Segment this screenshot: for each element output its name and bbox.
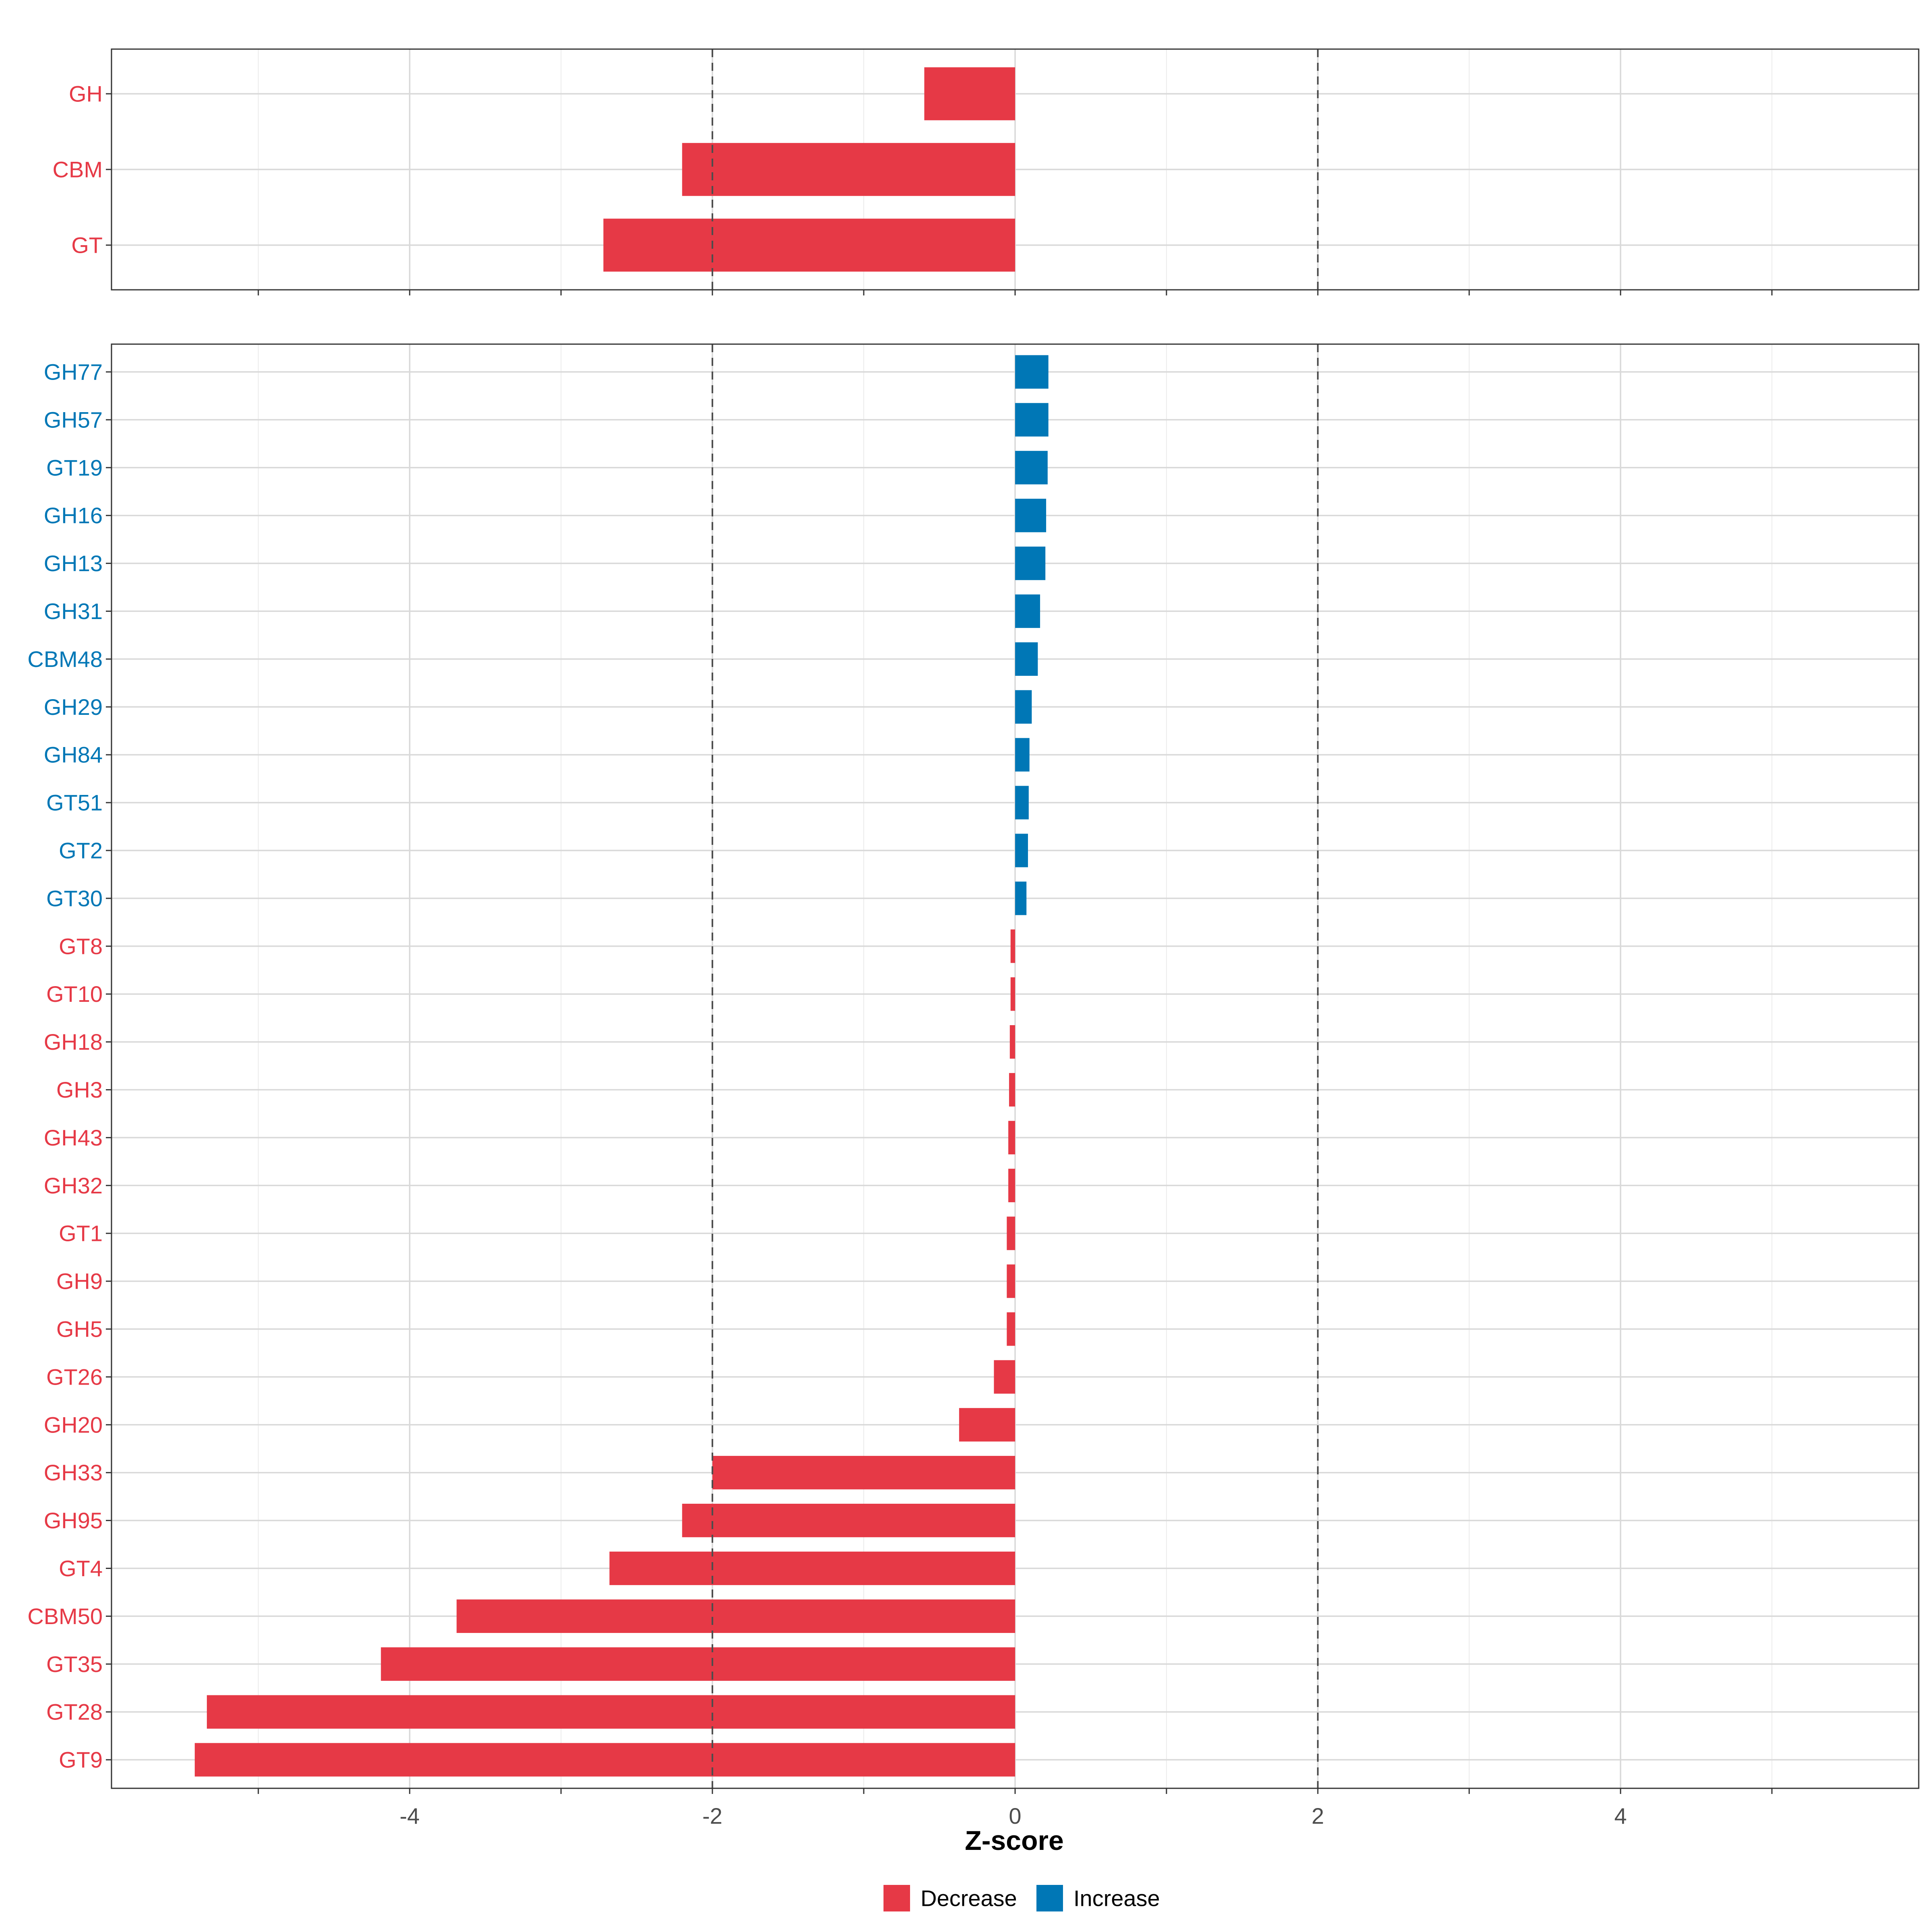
- bar-gh: [924, 67, 1015, 120]
- y-tick-label: GH84: [44, 742, 103, 768]
- y-tick-label: GH18: [44, 1029, 103, 1055]
- bar-cbm50: [456, 1599, 1015, 1633]
- y-tick-label: GH9: [56, 1269, 103, 1294]
- y-tick-label: GT: [71, 233, 103, 258]
- bar-gt1: [1007, 1216, 1015, 1250]
- x-axis: -4 -2 0 2 4: [400, 1803, 1627, 1829]
- bar-cbm: [682, 143, 1015, 196]
- y-tick-label: GH16: [44, 503, 103, 528]
- bar-gh20: [959, 1408, 1015, 1442]
- y-tick-label: GH3: [56, 1077, 103, 1102]
- bar-gh32: [1008, 1168, 1015, 1202]
- x-tick-label: -4: [400, 1803, 420, 1829]
- bar-gh9: [1007, 1264, 1015, 1298]
- x-tick-label: 4: [1614, 1803, 1627, 1829]
- y-tick-label: CBM50: [27, 1604, 103, 1629]
- y-tick-label: GT4: [59, 1556, 103, 1581]
- y-tick-label: GH: [69, 81, 103, 107]
- y-tick-label: GT1: [59, 1221, 103, 1246]
- y-tick-label: GH57: [44, 407, 103, 432]
- y-tick-label: GT9: [59, 1747, 103, 1773]
- bar-gt19: [1015, 451, 1048, 485]
- y-tick-label: GT26: [46, 1364, 103, 1389]
- y-tick-label: GH13: [44, 551, 103, 576]
- bar-gt8: [1010, 929, 1015, 963]
- y-tick-label: GH20: [44, 1412, 103, 1437]
- bar-gt26: [994, 1360, 1015, 1394]
- y-tick-label: GT35: [46, 1651, 103, 1677]
- bar-gh18: [1009, 1025, 1015, 1059]
- bar-cbm48: [1015, 642, 1038, 676]
- y-tick-label: GH77: [44, 359, 103, 385]
- bar-gh57: [1015, 403, 1049, 437]
- bar-gt28: [206, 1695, 1015, 1729]
- bar-gt35: [381, 1647, 1015, 1681]
- legend-label-increase: Increase: [1073, 1886, 1160, 1911]
- bar-gh3: [1009, 1073, 1015, 1107]
- y-tick-label: GT28: [46, 1699, 103, 1725]
- y-tick-label: GH95: [44, 1508, 103, 1533]
- bar-gh16: [1015, 499, 1046, 533]
- bar-gh77: [1015, 355, 1049, 389]
- bar-gh13: [1015, 546, 1046, 580]
- legend-label-decrease: Decrease: [921, 1886, 1017, 1911]
- bottom-panel: GH77 GH57 GT19 GH16 GH13 GH31 CBM48 GH29 GH84 GT5…: [27, 343, 1920, 1794]
- y-tick-label: CBM: [53, 157, 103, 182]
- x-tick-label: 0: [1009, 1803, 1021, 1829]
- legend-swatch-decrease: [883, 1885, 910, 1911]
- top-panel: GH CBM GT: [53, 48, 1920, 295]
- bar-gh31: [1015, 594, 1040, 628]
- y-tick-label: GH29: [44, 694, 103, 720]
- y-tick-label: GT30: [46, 886, 103, 911]
- bar-gh29: [1015, 690, 1032, 724]
- bar-gt30: [1015, 881, 1027, 915]
- bar-gh33: [712, 1456, 1015, 1490]
- y-tick-label: GT10: [46, 981, 103, 1007]
- y-tick-label: GT19: [46, 455, 103, 480]
- bar-gt2: [1015, 834, 1028, 867]
- legend: Decrease Increase: [883, 1885, 1160, 1911]
- bar-gh43: [1008, 1121, 1015, 1155]
- bar-gh95: [682, 1503, 1015, 1538]
- y-tick-label: GH5: [56, 1317, 103, 1342]
- y-tick-label: GT51: [46, 790, 103, 815]
- x-tick-label: -2: [702, 1803, 722, 1829]
- bar-gh5: [1007, 1312, 1015, 1346]
- bar-gt9: [194, 1743, 1015, 1777]
- bar-gh84: [1015, 738, 1030, 772]
- bar-gt51: [1015, 786, 1029, 819]
- legend-swatch-increase: [1036, 1885, 1063, 1911]
- bar-gt4: [609, 1551, 1015, 1585]
- y-tick-label: GH33: [44, 1460, 103, 1485]
- bar-gt10: [1010, 977, 1015, 1011]
- y-tick-label: GT2: [59, 838, 103, 863]
- x-axis-title: Z-score: [965, 1825, 1064, 1856]
- y-tick-label: GH32: [44, 1173, 103, 1198]
- x-tick-label: 2: [1312, 1803, 1324, 1829]
- y-tick-label: GH31: [44, 599, 103, 624]
- y-tick-label: GH43: [44, 1125, 103, 1150]
- bar-gt: [603, 219, 1015, 272]
- y-tick-label: CBM48: [27, 646, 103, 672]
- y-tick-label: GT8: [59, 933, 103, 959]
